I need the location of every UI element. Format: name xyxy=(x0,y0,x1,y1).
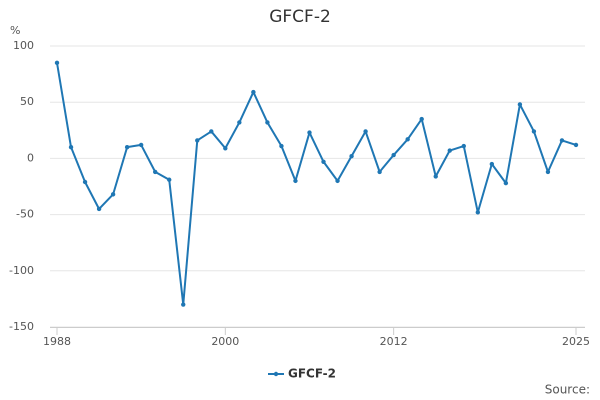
x-tick-label: 1988 xyxy=(43,335,71,348)
point xyxy=(237,120,242,125)
y-tick-label: 0 xyxy=(27,151,34,164)
point xyxy=(573,142,579,148)
x-tick-label: 2012 xyxy=(380,335,408,348)
y-tick-label: 100 xyxy=(13,39,34,52)
source: Source: xyxy=(545,383,590,397)
point xyxy=(545,169,551,175)
point xyxy=(279,143,284,149)
point xyxy=(152,169,158,175)
point xyxy=(321,159,326,164)
x-tick-label: 2000 xyxy=(211,335,239,348)
y-tick-label: 50 xyxy=(20,95,34,108)
y-tick-label: -50 xyxy=(16,208,34,221)
legend-label: GFCF-2 xyxy=(288,367,336,381)
point xyxy=(447,148,452,153)
point xyxy=(209,129,214,134)
point xyxy=(391,152,396,158)
point xyxy=(96,206,102,212)
point xyxy=(531,129,537,134)
point xyxy=(265,120,270,125)
point xyxy=(419,116,424,122)
x-tick-label: 2025 xyxy=(562,335,590,348)
y-tick-label: -150 xyxy=(9,320,34,333)
point xyxy=(503,180,509,186)
point xyxy=(181,302,186,307)
point xyxy=(433,174,438,179)
y-axis-unit: % xyxy=(10,24,20,37)
legend-marker xyxy=(273,371,279,377)
point xyxy=(124,144,130,150)
point xyxy=(405,137,410,142)
chart-title: GFCF-2 xyxy=(269,7,331,27)
point xyxy=(251,89,256,95)
point xyxy=(82,179,88,185)
point xyxy=(489,161,495,167)
point xyxy=(223,146,228,151)
line xyxy=(56,62,577,306)
point xyxy=(517,102,523,107)
point xyxy=(475,210,481,215)
point xyxy=(377,169,382,175)
y-tick-label: -100 xyxy=(9,264,34,277)
point xyxy=(461,143,466,149)
point xyxy=(349,153,354,159)
point xyxy=(363,129,368,134)
point xyxy=(293,178,298,184)
point xyxy=(138,142,144,148)
point xyxy=(559,138,565,143)
point xyxy=(335,178,340,184)
point xyxy=(195,138,200,143)
point xyxy=(68,144,74,150)
point xyxy=(110,192,116,197)
point xyxy=(307,130,312,135)
point xyxy=(54,60,60,66)
point xyxy=(167,177,172,182)
